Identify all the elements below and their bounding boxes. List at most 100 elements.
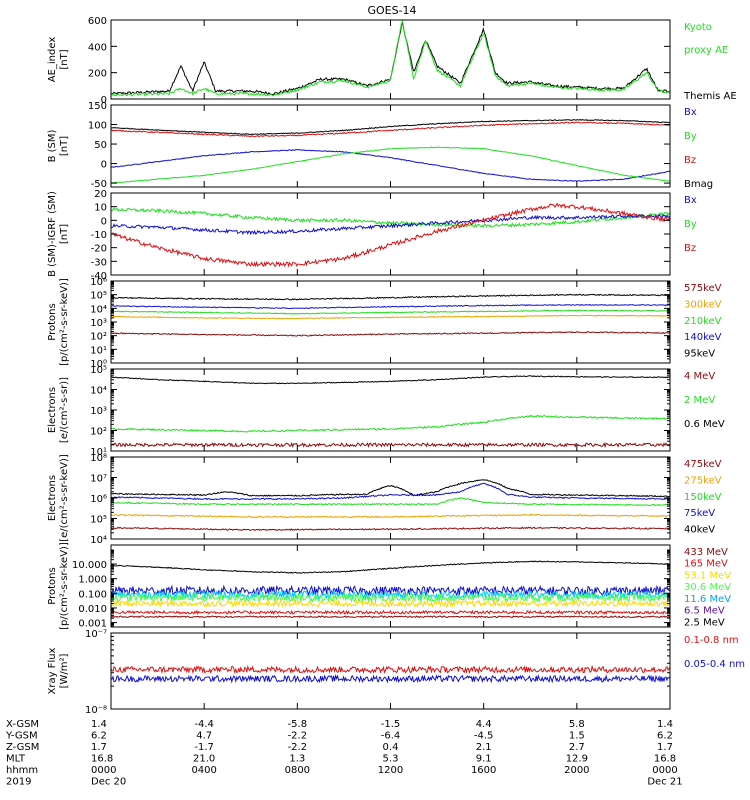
series-group [111, 293, 670, 337]
series-line-bsm-3 [111, 118, 670, 136]
y-tick-label: 1.000 [78, 575, 107, 586]
series-line-electrons2-3 [111, 513, 670, 519]
y-axis-label: AE_index [47, 37, 58, 83]
ephemeris-value: -2.2 [288, 742, 308, 753]
y-tick-label: 10¹ [90, 447, 107, 458]
y-tick-label: -10 [91, 230, 107, 241]
series-line-protons1-1 [111, 303, 670, 310]
legend-entry: 275keV [684, 475, 722, 486]
ephemeris-value: 16.8 [91, 754, 113, 765]
series-line-protons2-5 [111, 615, 670, 619]
y-axis-label: [p/(cm²-s-sr-keV)] [59, 278, 70, 366]
ephemeris-value: 1.4 [91, 719, 107, 730]
series-line-bsm-1 [111, 146, 670, 184]
ephemeris-row-label: Z-GSM [6, 742, 39, 753]
ephemeris-value: 4.7 [196, 731, 212, 742]
legend-entry: By [684, 219, 697, 230]
ephemeris-row-label: hhmm [6, 765, 38, 776]
legend-entry: 6.5 MeV [684, 606, 725, 617]
ephemeris-value: 2.7 [569, 742, 585, 753]
y-tick-label: 0 [101, 160, 107, 171]
legend-entry: 75keV [684, 508, 715, 519]
series-group [111, 560, 670, 619]
y-tick-label: 0.001 [78, 619, 107, 630]
ephemeris-value: 2000 [564, 765, 589, 776]
y-tick-label: 10 [94, 203, 107, 214]
y-tick-label: 10⁰ [90, 359, 107, 370]
legend-entry: Bz [684, 155, 696, 166]
series-line-protons1-4 [111, 331, 670, 337]
ephemeris-value: -1.5 [381, 719, 401, 730]
ephemeris-value: 1.4 [657, 719, 673, 730]
y-tick-label: 10³ [90, 318, 107, 329]
y-tick-label: 10⁷ [90, 474, 107, 485]
series-line-xray-0 [111, 673, 670, 684]
ephemeris-value: 1.7 [91, 742, 107, 753]
y-tick-label: 10⁸ [90, 453, 107, 464]
ephemeris-value: 0.4 [383, 742, 399, 753]
y-axis-label: B (SM) [47, 129, 58, 162]
series-line-protons1-0 [111, 293, 670, 301]
series-group [111, 202, 670, 268]
series-group [111, 20, 670, 97]
y-axis-label: Electrons [47, 387, 58, 433]
panel-protons2: 0.001 0.010 0.100 1.000 10.000 Protons [p/(cm²… [47, 542, 731, 630]
y-tick-label: 10⁻⁷ [85, 629, 107, 640]
legend-entry: 95keV [684, 349, 715, 360]
y-axis-label: Protons [47, 303, 58, 340]
series-group [111, 479, 670, 531]
panel-frame [110, 544, 671, 628]
legend-entry: 2 MeV [684, 395, 715, 406]
legend-entry: Bx [684, 107, 697, 118]
y-axis-label: [W/m²] [59, 653, 70, 688]
series-line-electrons2-2 [111, 497, 670, 507]
y-tick-label: 0 [101, 95, 107, 106]
legend-entry: 2.5 MeV [684, 617, 725, 628]
y-tick-label: 10⁴ [90, 386, 107, 397]
panel-frame [110, 192, 671, 276]
ephemeris-row-label: MLT [6, 754, 26, 765]
y-tick-label: 10⁵ [90, 291, 107, 302]
legend-entry: 0.05-0.4 nm [684, 659, 745, 670]
ephemeris-value: 0000 [91, 765, 116, 776]
ephemeris-value: 1200 [378, 765, 403, 776]
legend-entry: 30.6 MeV [684, 582, 731, 593]
series-line-ae-1 [111, 20, 670, 97]
panel-electrons2: 10⁴ 10⁵ 10⁶ 10⁷ 10⁸ Electrons [e/(cm²-s-sr-keV… [47, 453, 722, 546]
y-tick-label: 10² [90, 427, 107, 438]
ephemeris-value: 12.9 [566, 754, 588, 765]
y-tick-label: 600 [88, 16, 107, 27]
legend-entry: By [684, 131, 697, 142]
ephemeris-value: 5.8 [569, 719, 585, 730]
y-tick-label: -30 [91, 257, 107, 268]
ephemeris-value: 16.8 [654, 754, 676, 765]
y-axis-label: [p/(cm²-s-sr-keV)] [59, 542, 70, 630]
series-line-electrons1-1 [111, 414, 670, 433]
y-tick-label: 0.010 [78, 604, 107, 615]
y-tick-label: 10.000 [72, 560, 107, 571]
ephemeris-value: 0800 [285, 765, 310, 776]
legend-entry: 53.1 MeV [684, 570, 731, 581]
series-line-electrons2-1 [111, 482, 670, 501]
ephemeris-value: Dec 20 [91, 777, 126, 788]
series-line-electrons2-4 [111, 526, 670, 531]
y-tick-label: 100 [88, 121, 107, 132]
ephemeris-value: -4.4 [194, 719, 214, 730]
y-tick-label: 10¹ [90, 345, 107, 356]
y-axis-label: [nT] [59, 49, 70, 69]
series-line-protons2-2 [111, 592, 670, 604]
series-line-bsm-2 [111, 121, 670, 138]
y-axis-label: B (SM)-IGRF (SM) [47, 191, 58, 277]
legend-entry: 4 MeV [684, 371, 715, 382]
y-axis-label: [e/(cm²-s-sr)] [59, 377, 70, 443]
legend-entry: 0.1-0.8 nm [684, 635, 739, 646]
series-line-protons1-2 [111, 309, 670, 315]
ephemeris-value: 0400 [191, 765, 216, 776]
ephemeris-value: -2.2 [288, 731, 308, 742]
legend-entry: 210keV [684, 316, 722, 327]
series-line-xray-1 [111, 664, 670, 675]
ephemeris-value: 21.0 [193, 754, 215, 765]
ephemeris-value: -5.8 [288, 719, 308, 730]
ephemeris-value: 5.3 [383, 754, 399, 765]
series-line-protons2-4 [111, 609, 670, 616]
